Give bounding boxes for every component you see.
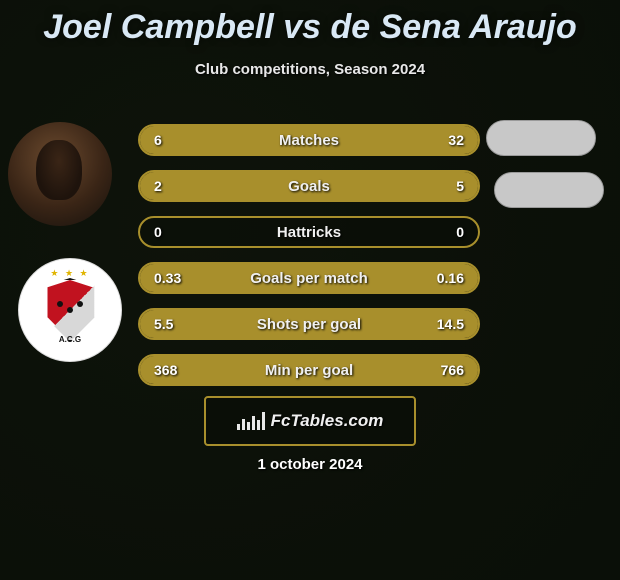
stat-row: 6Matches32 [138, 124, 480, 156]
subtitle: Club competitions, Season 2024 [0, 61, 620, 78]
club-crest: ★ ★ ★ A.C.G [18, 258, 122, 362]
stat-rows: 6Matches32 2Goals5 0Hattricks0 0.33Goals pe… [138, 124, 480, 386]
crest-stars: ★ ★ ★ [37, 268, 103, 279]
stat-row: 5.5Shots per goal14.5 [138, 308, 480, 340]
stat-value-right: 766 [441, 362, 464, 378]
stat-value-right: 0 [456, 224, 464, 240]
stat-value-right: 14.5 [437, 316, 464, 332]
stat-value-right: 5 [456, 178, 464, 194]
stat-label: Matches [140, 132, 478, 149]
side-pill [494, 172, 604, 208]
stat-label: Min per goal [140, 362, 478, 379]
brand-text: FcTables.com [271, 411, 384, 431]
bar-chart-icon [237, 412, 265, 430]
stat-row: 368Min per goal766 [138, 354, 480, 386]
crest-initials: A.C.G [37, 335, 103, 344]
brand-box[interactable]: FcTables.com [204, 396, 416, 446]
player-avatar-left [8, 122, 112, 226]
stat-row: 0.33Goals per match0.16 [138, 262, 480, 294]
stat-value-right: 0.16 [437, 270, 464, 286]
page-title: Joel Campbell vs de Sena Araujo [0, 0, 620, 47]
date-text: 1 october 2024 [0, 456, 620, 473]
stat-label: Goals [140, 178, 478, 195]
stat-label: Goals per match [140, 270, 478, 287]
stat-value-right: 32 [448, 132, 464, 148]
stat-label: Shots per goal [140, 316, 478, 333]
stat-row: 2Goals5 [138, 170, 480, 202]
side-pill [486, 120, 596, 156]
stat-row: 0Hattricks0 [138, 216, 480, 248]
stat-label: Hattricks [140, 224, 478, 241]
